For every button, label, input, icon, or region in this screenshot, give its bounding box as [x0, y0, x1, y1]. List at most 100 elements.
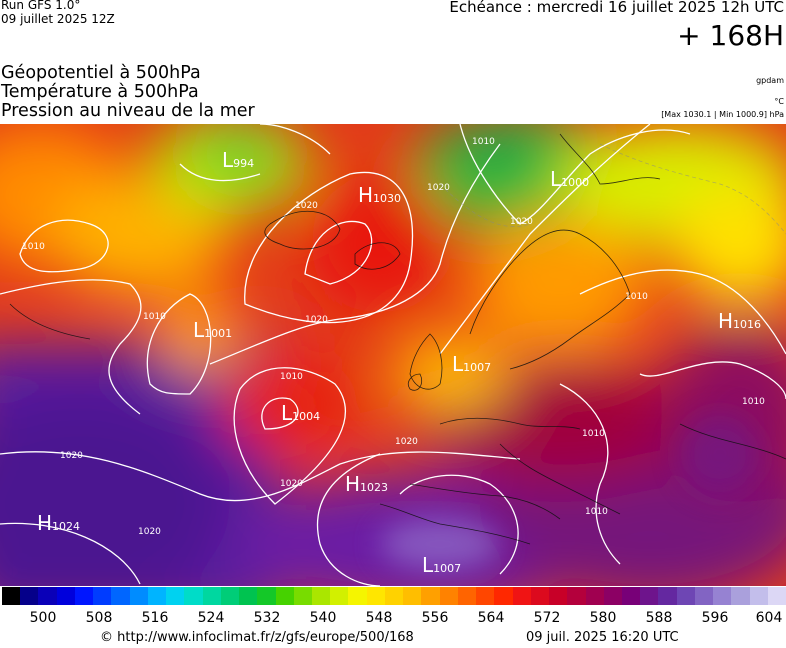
color-scale-swatch: [293, 587, 312, 605]
isobar-label: 1020: [138, 527, 161, 537]
pressure-system-low: L1007: [422, 553, 462, 577]
run-label: Run GFS 1.0°: [1, 0, 81, 12]
run-date: 09 juillet 2025 12Z: [1, 12, 115, 26]
isobar-label: 1020: [305, 315, 328, 325]
isobar-label: 1010: [585, 507, 608, 517]
color-scale-swatch: [366, 587, 385, 605]
color-scale-swatch: [220, 587, 240, 605]
color-scale-swatch: [676, 587, 695, 605]
color-scale-tick: 580: [589, 610, 617, 626]
color-scale-tick: 508: [85, 610, 113, 626]
color-scale-swatch: [129, 587, 148, 605]
color-scale-swatch: [403, 587, 422, 605]
color-scale-swatch: [184, 587, 203, 605]
color-scale-swatch: [439, 587, 458, 605]
pressure-system-low: L1001: [193, 318, 233, 342]
isobar-label: 1010: [582, 429, 605, 439]
field-geopotential: Géopotentiel à 500hPa: [1, 63, 201, 83]
color-scale-swatch: [585, 587, 604, 605]
color-scale-swatch: [749, 587, 768, 605]
color-scale-tick: 572: [533, 610, 561, 626]
isobar-label: 1020: [295, 201, 318, 211]
color-scale-swatch: [111, 587, 130, 605]
color-scale-swatch: [530, 587, 550, 605]
color-scale-tick: 516: [141, 610, 169, 626]
color-scale-swatch: [20, 587, 39, 605]
color-scale-tick: 588: [645, 610, 673, 626]
isobar-label: 1020: [280, 479, 303, 489]
color-scale-swatch: [384, 587, 404, 605]
source-url: © http://www.infoclimat.fr/z/gfs/europe/…: [100, 630, 414, 645]
unit-temperature: °C: [774, 97, 784, 106]
pressure-system-low: L994: [222, 148, 255, 172]
color-scale-tick: 524: [197, 610, 225, 626]
color-scale-tick: 596: [701, 610, 729, 626]
color-scale-swatch: [494, 587, 513, 605]
pressure-system-high: H1024: [37, 511, 81, 535]
pressure-system-high: H1023: [345, 472, 389, 496]
isobar-label: 1010: [742, 397, 765, 407]
pressure-system-low: L1007: [452, 352, 492, 376]
color-scale-swatch: [731, 587, 750, 605]
pressure-range: [Max 1030.1 | Min 1000.9] hPa: [661, 110, 784, 119]
color-scale-swatch: [421, 587, 440, 605]
geopotential-field: [0, 124, 786, 586]
isobar-value-labels: 1010 1020 1020 1020 1010 1020 1010 1020 …: [22, 137, 765, 537]
color-scale-swatch: [275, 587, 294, 605]
isobar-label: 1010: [625, 292, 648, 302]
color-scale-swatch: [311, 587, 331, 605]
color-scale-tick: 604: [755, 610, 783, 626]
color-scale-swatch: [330, 587, 349, 605]
color-scale-swatch: [348, 587, 367, 605]
color-scale-swatch: [694, 587, 714, 605]
color-scale-swatch: [767, 587, 786, 605]
color-scale-swatch: [713, 587, 732, 605]
isotherms: [439, 143, 786, 235]
color-scale-swatch: [512, 587, 531, 605]
weather-map: 1010 1020 1020 1020 1010 1020 1010 1020 …: [0, 124, 786, 586]
pressure-system-high: H1030: [358, 183, 402, 207]
color-scale-swatch: [93, 587, 112, 605]
color-scale-swatch: [640, 587, 659, 605]
pressure-system-high: H1016: [718, 309, 762, 333]
color-scale-swatch: [147, 587, 167, 605]
color-scale-swatch: [239, 587, 258, 605]
valid-time-label: Echéance : mercredi 16 juillet 2025 12h …: [449, 0, 784, 16]
lead-time: + 168H: [677, 19, 784, 52]
color-scale-swatch: [621, 587, 641, 605]
field-pressure: Pression au niveau de la mer: [1, 101, 255, 121]
coastlines: [9, 133, 786, 545]
isobar-label: 1010: [472, 137, 495, 147]
color-scale-swatch: [457, 587, 477, 605]
isobar-label: 1020: [510, 217, 533, 227]
isobar-label: 1010: [280, 372, 303, 382]
isobar-label: 1020: [427, 183, 450, 193]
color-scale-swatch: [476, 587, 495, 605]
color-scale-swatch: [257, 587, 276, 605]
color-scale-swatch: [658, 587, 677, 605]
color-scale-tick: 556: [421, 610, 449, 626]
pressure-system-low: L1000: [550, 167, 590, 191]
pressure-system-low: L1004: [281, 401, 321, 425]
color-scale-ticks: 500 508 516 524 532 540 548 556 564 572 …: [0, 610, 786, 628]
unit-geopotential: gpdam: [756, 76, 784, 85]
color-scale-swatch: [202, 587, 221, 605]
color-scale-swatch: [567, 587, 586, 605]
color-scale-swatch: [166, 587, 185, 605]
isobars: [0, 124, 786, 586]
color-scale-swatch: [603, 587, 622, 605]
color-scale-tick: 548: [365, 610, 393, 626]
generated-timestamp: 09 juil. 2025 16:20 UTC: [526, 630, 679, 645]
color-scale-tick: 564: [477, 610, 505, 626]
color-scale-swatch: [549, 587, 568, 605]
color-scale-tick: 500: [29, 610, 57, 626]
color-scale-swatch: [38, 587, 57, 605]
color-scale-swatch: [74, 587, 94, 605]
color-scale-tick: 540: [309, 610, 337, 626]
isobar-label: 1020: [395, 437, 418, 447]
color-scale-bar: [2, 587, 786, 605]
isobar-label: 1010: [143, 312, 166, 322]
color-scale-swatch: [2, 587, 21, 605]
field-temperature: Température à 500hPa: [1, 82, 199, 102]
color-scale-tick: 532: [253, 610, 281, 626]
